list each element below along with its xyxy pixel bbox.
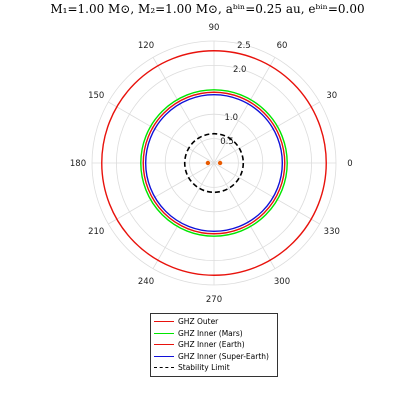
theta-tick-label: 300: [274, 277, 290, 287]
grid-spoke: [108, 162, 215, 225]
legend-item: GHZ Inner (Earth): [154, 339, 274, 351]
legend-label: GHZ Inner (Earth): [178, 340, 245, 350]
series-circle: [101, 50, 327, 276]
star-marker: [205, 160, 211, 166]
tick-labels: 0 30 60 90 120 150 180 210 240 270 300 330 0.5 1.0 2.0…: [70, 23, 353, 305]
radial-tick-label: 0.5: [220, 137, 234, 147]
star-marker: [217, 160, 223, 166]
legend-item: Stability Limit: [154, 362, 274, 374]
legend-label: GHZ Inner (Mars): [178, 328, 243, 338]
theta-tick-label: 270: [206, 295, 222, 305]
legend-item: GHZ Outer: [154, 316, 274, 328]
legend-label: GHZ Outer: [178, 317, 219, 327]
polar-grid: [91, 40, 337, 286]
theta-tick-label: 30: [326, 91, 337, 101]
theta-tick-label: 240: [138, 277, 154, 287]
grid-spoke: [213, 57, 276, 164]
theta-tick-label: 150: [88, 91, 104, 101]
theta-tick-label: 60: [277, 41, 288, 51]
grid-spoke: [152, 162, 215, 269]
theta-tick-label: 330: [324, 227, 340, 237]
series-circle: [142, 91, 286, 235]
legend: GHZ Outer GHZ Inner (Mars) GHZ Inner (Eart…: [150, 313, 278, 377]
series-circle: [144, 93, 284, 233]
theta-tick-label: 120: [138, 41, 154, 51]
legend-item: GHZ Inner (Mars): [154, 328, 274, 340]
stars-layer: [205, 160, 223, 166]
radial-tick-label: 1.0: [224, 113, 238, 123]
legend-item: GHZ Inner (Super-Earth): [154, 351, 274, 363]
legend-swatch: [154, 367, 174, 369]
legend-swatch: [154, 355, 174, 357]
theta-tick-label: 90: [209, 23, 220, 33]
grid-spoke: [213, 101, 320, 164]
series-layer: [101, 50, 327, 276]
series-circle: [140, 89, 288, 237]
radial-tick-label: 2.5: [237, 41, 251, 51]
theta-tick-label: 180: [70, 159, 86, 169]
legend-swatch: [154, 321, 174, 323]
chart-title: M₁=1.00 M⊙, M₂=1.00 M⊙, aᵇⁱⁿ=0.25 au, eᵇ…: [50, 2, 365, 16]
grid-spoke: [213, 162, 276, 269]
legend-label: GHZ Inner (Super-Earth): [178, 351, 269, 361]
grid-spoke: [213, 162, 320, 225]
theta-tick-label: 0: [347, 159, 352, 169]
legend-swatch: [154, 344, 174, 346]
legend-label: Stability Limit: [178, 363, 230, 373]
series-circle: [183, 132, 245, 194]
radial-tick-label: 2.0: [233, 65, 247, 75]
grid-spoke: [108, 101, 215, 164]
grid-spoke: [152, 57, 215, 164]
theta-tick-label: 210: [88, 227, 104, 237]
legend-swatch: [154, 332, 174, 334]
